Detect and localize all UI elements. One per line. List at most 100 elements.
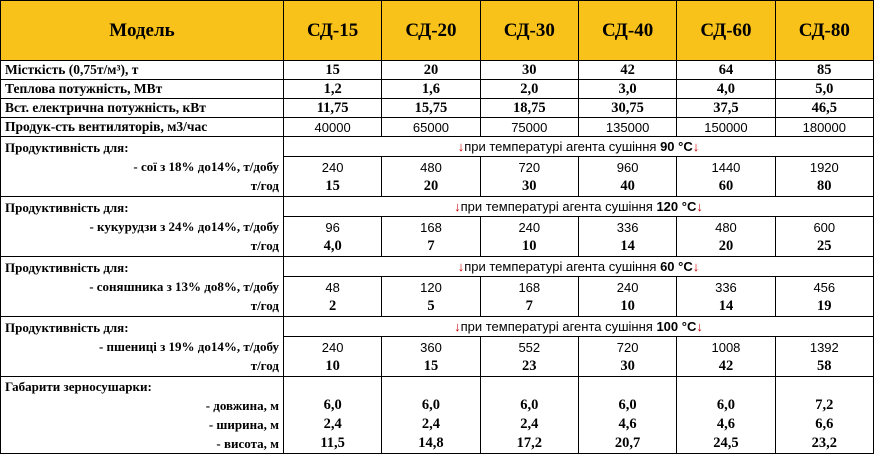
- productivity-cell: 720 30: [479, 156, 579, 197]
- value-cell: 11,75: [282, 98, 383, 118]
- productivity-cell: 720 30: [577, 336, 678, 377]
- productivity-title: Продуктивність для:: [5, 320, 129, 335]
- temperature-note: ↓при температурі агента сушіння 100 °С↓: [282, 316, 874, 337]
- productivity-cell: 480 20: [676, 216, 776, 257]
- dimensions-title: Габарити зерносушарки:: [5, 379, 152, 394]
- productivity-cell: 240 15: [282, 156, 383, 197]
- productivity-cell: 120 5: [381, 276, 481, 317]
- per-day-value: 360: [420, 339, 442, 355]
- arrow-down-icon: ↓: [696, 199, 703, 214]
- dimension-cell: 6,0 2,4 11,5: [282, 376, 383, 454]
- productivity-cell: 168 7: [479, 276, 579, 317]
- per-day-value: 336: [715, 279, 737, 295]
- per-hour-value: 20: [718, 237, 734, 254]
- productivity-title: Продуктивність для:: [5, 140, 129, 155]
- temperature-value: 120 °С: [656, 199, 697, 214]
- productivity-cell: 1008 42: [676, 336, 776, 377]
- fan-capacity-row: Продук-сть вентиляторів, м3/час 40000 65…: [0, 117, 874, 137]
- per-hour-value: 25: [817, 237, 832, 254]
- temperature-note: ↓при температурі агента сушіння 120 °С↓: [282, 196, 874, 217]
- dimension-cell: 6,0 4,6 24,5: [676, 376, 776, 454]
- value-cell: 3,0: [577, 79, 678, 99]
- per-day-value: 720: [616, 339, 639, 355]
- per-hour-value: 40: [620, 177, 635, 194]
- productivity-cell: 456 19: [774, 276, 874, 317]
- value-cell: 4,0: [676, 79, 776, 99]
- per-hour-value: 20: [423, 177, 439, 194]
- per-hour-value: 15: [423, 357, 439, 374]
- per-day-value: 240: [616, 279, 639, 295]
- value-cell: 20: [381, 60, 481, 80]
- productivity-cell: 240 10: [479, 216, 579, 257]
- unit-hour-label: т/год: [250, 298, 279, 313]
- dimensions-row: Габарити зерносушарки: - довжина, м - ши…: [0, 376, 874, 454]
- arrow-down-icon: ↓: [696, 319, 703, 334]
- per-hour-value: 7: [427, 237, 435, 254]
- unit-hour-label: т/год: [250, 178, 279, 193]
- productivity-cell: 168 7: [381, 216, 481, 257]
- productivity-section-header: Продуктивність для: - пшениці з 19% до14%…: [0, 316, 874, 377]
- per-day-value: 1920: [809, 159, 839, 175]
- value-cell: 42: [577, 60, 678, 80]
- per-hour-value: 30: [620, 357, 635, 374]
- per-hour-value: 58: [817, 357, 832, 374]
- productivity-cell: 48 2: [282, 276, 383, 317]
- per-day-value: 240: [518, 219, 541, 235]
- per-hour-value: 10: [522, 237, 537, 254]
- productivity-title: Продуктивність для:: [5, 200, 129, 215]
- per-day-value: 1440: [711, 159, 741, 175]
- productivity-values-row: 240 10 360 15 552 23 720 30 1008 42 1392 58: [1, 336, 874, 377]
- per-day-value: 960: [616, 159, 639, 175]
- per-hour-value: 14: [620, 237, 635, 254]
- arrow-down-icon: ↓: [692, 139, 700, 154]
- productivity-cell: 336 14: [577, 216, 678, 257]
- dimension-cell: 6,0 4,6 20,7: [577, 376, 678, 454]
- per-hour-value: 2: [329, 297, 337, 314]
- productivity-values-row: 96 4,0 168 7 240 10 336 14 480 20 600 25: [1, 216, 874, 257]
- productivity-cell: 1440 60: [676, 156, 776, 197]
- per-day-value: 1008: [711, 339, 741, 355]
- temperature-note: ↓при температурі агента сушіння 90 °С↓: [282, 136, 874, 157]
- per-hour-value: 19: [817, 297, 832, 314]
- dimension-cell: 6,0 2,4 17,2: [479, 376, 579, 454]
- temperature-value: 60 °С: [660, 259, 693, 274]
- arrow-down-icon: ↓: [692, 259, 700, 274]
- productivity-cell: 336 14: [676, 276, 776, 317]
- productivity-sections: Продуктивність для: - сої з 18% до14%, т/…: [0, 136, 874, 377]
- model-header-cell: СД-40: [577, 0, 678, 61]
- value-cell: 40000: [282, 117, 383, 137]
- productivity-section-header: Продуктивність для: - кукурудзи з 24% до1…: [0, 196, 874, 257]
- per-hour-value: 10: [325, 357, 340, 374]
- productivity-values-row: 240 15 480 20 720 30 960 40 1440 60 1920 80: [1, 156, 874, 197]
- crop-label: - сої з 18% до14%, т/добу: [133, 159, 279, 174]
- per-day-value: 120: [420, 279, 442, 295]
- row-label: Теплова потужність, МВт: [0, 79, 284, 99]
- height-label: - висота, м: [216, 436, 279, 451]
- per-day-value: 480: [420, 159, 442, 175]
- heat-power-row: Теплова потужність, МВт 1,2 1,6 2,0 3,0 …: [0, 79, 874, 99]
- value-cell: 2,0: [479, 79, 579, 99]
- header-row: Модель СД-15 СД-20 СД-30 СД-40 СД-60 СД-…: [0, 0, 874, 61]
- per-hour-value: 60: [718, 177, 734, 194]
- value-cell: 15: [282, 60, 383, 80]
- productivity-label: Продуктивність для: - соняшника з 13% до8…: [0, 256, 284, 317]
- value-cell: 85: [774, 60, 874, 80]
- productivity-cell: 960 40: [577, 156, 678, 197]
- per-hour-value: 10: [620, 297, 635, 314]
- value-cell: 1,2: [282, 79, 383, 99]
- productivity-cell: 552 23: [479, 336, 579, 377]
- value-cell: 18,75: [479, 98, 579, 118]
- arrow-down-icon: ↓: [457, 259, 465, 274]
- model-header-cell: СД-60: [676, 0, 776, 61]
- value-cell: 46,5: [774, 98, 874, 118]
- arrow-down-icon: ↓: [454, 199, 461, 214]
- per-hour-value: 42: [718, 357, 734, 374]
- arrow-down-icon: ↓: [457, 139, 465, 154]
- per-day-value: 1392: [809, 339, 839, 355]
- per-hour-value: 7: [525, 297, 533, 314]
- row-label: Продук-сть вентиляторів, м3/час: [0, 117, 284, 137]
- model-header-cell: СД-30: [479, 0, 579, 61]
- crop-label: - пшениці з 19% до14%, т/добу: [98, 339, 279, 354]
- model-header-cell: СД-80: [774, 0, 874, 61]
- value-cell: 75000: [479, 117, 579, 137]
